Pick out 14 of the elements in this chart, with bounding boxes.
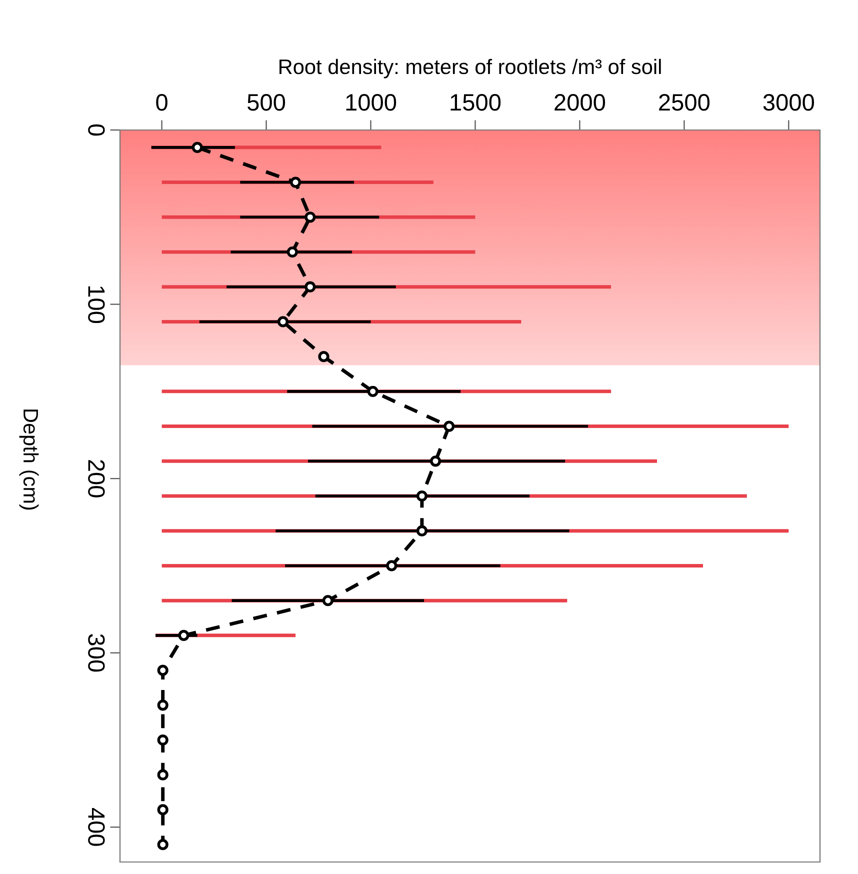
- y-tick-label: 400: [88, 808, 105, 846]
- y-axis-title: Depth (cm): [19, 410, 39, 510]
- y-tick-label: 300: [88, 634, 105, 672]
- y-tick-label: 0: [88, 124, 105, 136]
- y-tick-label: 200: [88, 460, 105, 498]
- x-tick-label: 1500: [450, 94, 501, 111]
- x-tick-label: 2000: [554, 94, 606, 111]
- x-axis-title: Root density: meters of rootlets /m³ of soil: [280, 58, 661, 78]
- x-tick-label: 1000: [346, 94, 396, 111]
- x-tick-label: 2500: [659, 94, 710, 111]
- x-tick-label: 0: [156, 94, 168, 111]
- x-tick-label: 3000: [763, 94, 814, 111]
- y-tick-label: 100: [88, 286, 105, 324]
- x-tick-label: 500: [248, 94, 286, 111]
